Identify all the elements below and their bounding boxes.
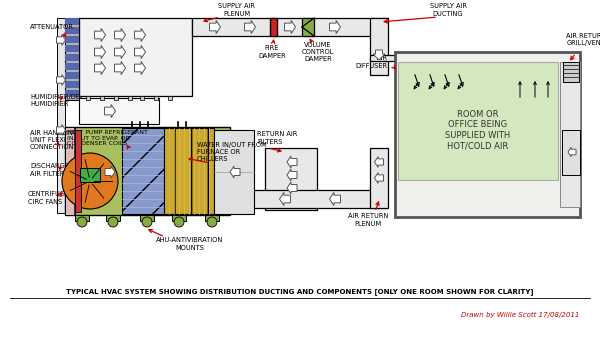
Bar: [65, 63, 79, 70]
Text: AIR
DIFFUSER: AIR DIFFUSER: [356, 55, 388, 69]
Polygon shape: [373, 50, 385, 60]
Polygon shape: [115, 62, 125, 75]
Text: ROOM OR
OFFICE BEING
SUPPLIED WITH
HOT/COLD AIR: ROOM OR OFFICE BEING SUPPLIED WITH HOT/C…: [445, 110, 511, 150]
Text: FIRE
DAMPER: FIRE DAMPER: [258, 46, 286, 58]
Bar: [65, 18, 79, 25]
Bar: [563, 62, 579, 82]
Polygon shape: [329, 20, 341, 33]
Polygon shape: [56, 75, 65, 86]
Polygon shape: [209, 20, 221, 33]
Bar: [168, 96, 172, 100]
Circle shape: [77, 217, 87, 227]
Bar: [86, 96, 90, 100]
Polygon shape: [104, 104, 115, 118]
Polygon shape: [329, 192, 341, 206]
Bar: [65, 127, 75, 215]
Polygon shape: [374, 156, 383, 167]
Text: RETURN AIR
FILTERS: RETURN AIR FILTERS: [257, 131, 298, 145]
Polygon shape: [134, 28, 146, 42]
Polygon shape: [95, 45, 106, 58]
Bar: [192, 18, 387, 36]
Polygon shape: [230, 166, 240, 178]
Text: DISCHARGE
AIR FILTERS: DISCHARGE AIR FILTERS: [30, 164, 69, 176]
Polygon shape: [245, 20, 256, 33]
Text: CENTRIFUGAL
CIRC FANS: CENTRIFUGAL CIRC FANS: [28, 192, 74, 204]
Circle shape: [207, 217, 217, 227]
Polygon shape: [280, 192, 290, 206]
Bar: [370, 55, 398, 61]
Polygon shape: [287, 169, 297, 181]
Polygon shape: [134, 62, 146, 75]
Bar: [65, 45, 79, 52]
Bar: [57, 18, 65, 213]
Bar: [154, 96, 158, 100]
Polygon shape: [374, 173, 383, 184]
Bar: [560, 62, 580, 207]
Text: SUPPLY AIR
DUCTING: SUPPLY AIR DUCTING: [430, 3, 467, 17]
Circle shape: [62, 153, 118, 209]
Bar: [172, 215, 186, 221]
Bar: [370, 18, 388, 75]
Bar: [128, 96, 132, 100]
Text: WATER IN/OUT FROM
FURNACE OR
CHILLERS: WATER IN/OUT FROM FURNACE OR CHILLERS: [197, 142, 267, 162]
Bar: [270, 18, 277, 36]
Bar: [192, 190, 387, 208]
Text: HUMIDIFIER/DE-
HUMIDIFIER: HUMIDIFIER/DE- HUMIDIFIER: [30, 94, 82, 106]
Text: AIR RETURN
PLENUM: AIR RETURN PLENUM: [348, 214, 388, 226]
Bar: [65, 90, 79, 97]
Polygon shape: [56, 125, 65, 136]
Bar: [140, 96, 144, 100]
Bar: [122, 128, 164, 214]
Text: AIR HANDLING
UNIT FLEXI
CONNECTION: AIR HANDLING UNIT FLEXI CONNECTION: [30, 130, 78, 150]
Polygon shape: [105, 166, 115, 178]
Bar: [214, 130, 254, 214]
Polygon shape: [284, 20, 296, 33]
Polygon shape: [568, 147, 576, 157]
Text: SUPPLY AIR
PLENUM: SUPPLY AIR PLENUM: [218, 3, 256, 17]
Bar: [114, 96, 118, 100]
Text: ATTENUATOR: ATTENUATOR: [30, 24, 74, 30]
Bar: [140, 215, 154, 221]
Circle shape: [142, 217, 152, 227]
Polygon shape: [115, 28, 125, 42]
Bar: [75, 130, 81, 212]
Text: TYPICAL HVAC SYSTEM SHOWING DISTRIBUTION DUCTING AND COMPONENTS [ONLY ONE ROOM S: TYPICAL HVAC SYSTEM SHOWING DISTRIBUTION…: [66, 289, 534, 295]
Bar: [265, 148, 317, 210]
Bar: [80, 168, 100, 182]
Polygon shape: [287, 156, 297, 168]
Bar: [562, 130, 580, 175]
Bar: [65, 54, 79, 61]
Text: AHU-ANTIVIBRATION
MOUNTS: AHU-ANTIVIBRATION MOUNTS: [157, 238, 224, 250]
Bar: [164, 128, 214, 214]
Bar: [79, 18, 192, 96]
Text: AIR RETURN
GRILL/VENT: AIR RETURN GRILL/VENT: [566, 33, 600, 47]
Bar: [205, 215, 219, 221]
Polygon shape: [287, 182, 297, 194]
Polygon shape: [134, 45, 146, 58]
Bar: [100, 96, 104, 100]
Bar: [65, 27, 79, 34]
Text: VOLUME
CONTROL
DAMPER: VOLUME CONTROL DAMPER: [302, 42, 334, 62]
Polygon shape: [115, 45, 125, 58]
Bar: [106, 215, 120, 221]
Polygon shape: [95, 28, 106, 42]
Bar: [398, 62, 558, 180]
Bar: [65, 18, 79, 100]
Bar: [75, 215, 89, 221]
Text: Drawn by Willie Scott 17/08/2011: Drawn by Willie Scott 17/08/2011: [461, 312, 579, 318]
Bar: [65, 81, 79, 88]
Polygon shape: [56, 34, 65, 45]
Circle shape: [108, 217, 118, 227]
Text: HEAT PUMP REFRIGERANT
IN/OUT TO EVAP. OR
CONDENSER COILS: HEAT PUMP REFRIGERANT IN/OUT TO EVAP. OR…: [67, 130, 148, 146]
Bar: [302, 18, 314, 36]
Bar: [395, 52, 580, 217]
Circle shape: [174, 217, 184, 227]
Bar: [65, 36, 79, 43]
Bar: [65, 127, 230, 215]
Polygon shape: [95, 62, 106, 75]
Bar: [65, 72, 79, 79]
Bar: [370, 148, 388, 208]
Bar: [79, 98, 159, 124]
